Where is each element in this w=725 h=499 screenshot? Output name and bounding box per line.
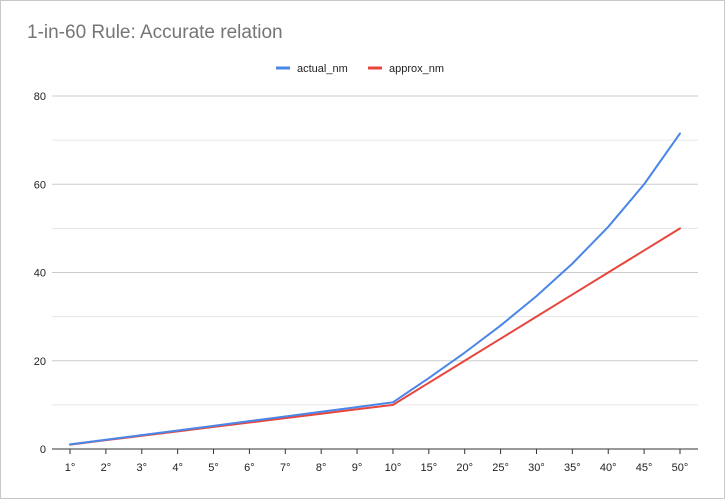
x-tick-marks bbox=[69, 449, 681, 454]
legend: actual_nm approx_nm bbox=[276, 63, 444, 75]
y-tick-label: 40 bbox=[34, 268, 46, 280]
y-tick-label: 60 bbox=[34, 179, 46, 191]
y-tick-label: 0 bbox=[40, 444, 46, 456]
x-tick-label: 9° bbox=[352, 462, 363, 474]
x-tick-label: 50° bbox=[672, 462, 689, 474]
x-tick-label: 2° bbox=[101, 462, 112, 474]
x-tick-label: 3° bbox=[136, 462, 147, 474]
x-tick-label: 5° bbox=[208, 462, 219, 474]
x-axis-ticks: 1° 2° 3° 4° 5° 6° 7° 8° 9° 10° 15° 20° 25° 30° 35° 40° 4… bbox=[65, 462, 689, 474]
x-tick-label: 1° bbox=[65, 462, 76, 474]
series-line-actual-nm[interactable] bbox=[69, 132, 681, 446]
x-tick-label: 10° bbox=[385, 462, 402, 474]
chart-title: 1-in-60 Rule: Accurate relation bbox=[27, 22, 283, 43]
x-tick-label: 30° bbox=[528, 462, 545, 474]
y-axis-ticks: 0 20 40 60 80 bbox=[34, 91, 46, 456]
x-tick-label: 35° bbox=[564, 462, 581, 474]
x-tick-label: 45° bbox=[636, 462, 653, 474]
x-tick-label: 15° bbox=[421, 462, 438, 474]
x-tick-label: 7° bbox=[280, 462, 291, 474]
legend-label-approx[interactable]: approx_nm bbox=[389, 63, 444, 75]
legend-label-actual[interactable]: actual_nm bbox=[297, 63, 348, 75]
gridlines bbox=[52, 95, 698, 450]
series-lines bbox=[69, 132, 681, 446]
x-tick-label: 6° bbox=[244, 462, 255, 474]
y-tick-label: 20 bbox=[34, 356, 46, 368]
x-tick-label: 20° bbox=[456, 462, 473, 474]
y-tick-label: 80 bbox=[34, 91, 46, 103]
x-tick-label: 8° bbox=[316, 462, 327, 474]
series-line-approx-nm[interactable] bbox=[69, 227, 681, 446]
x-tick-label: 4° bbox=[172, 462, 183, 474]
x-tick-label: 40° bbox=[600, 462, 617, 474]
x-tick-label: 25° bbox=[492, 462, 509, 474]
